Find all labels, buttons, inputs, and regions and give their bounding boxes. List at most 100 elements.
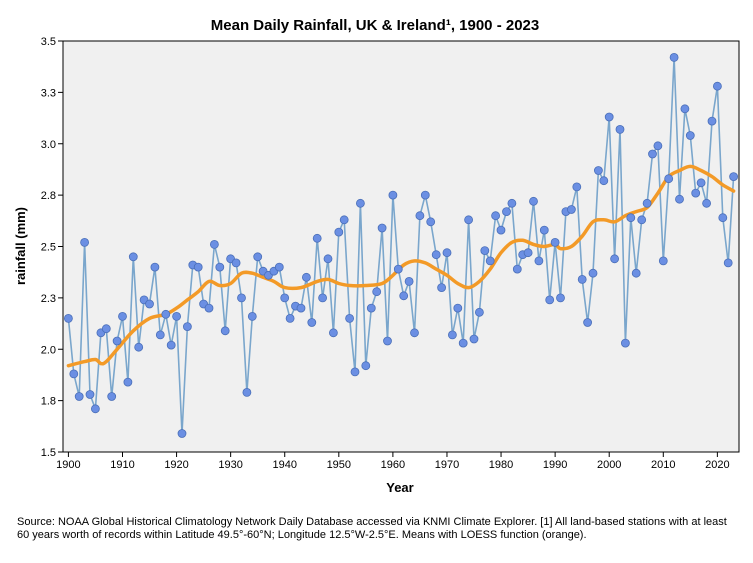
data-point-1903 bbox=[80, 237, 89, 247]
data-point-2019 bbox=[707, 116, 717, 126]
data-point-1989 bbox=[545, 295, 555, 305]
data-point-1931 bbox=[231, 258, 241, 268]
data-point-1962 bbox=[399, 291, 409, 301]
data-point-1946 bbox=[312, 233, 322, 243]
data-point-1905 bbox=[91, 404, 100, 414]
x-tick-label: 1980 bbox=[489, 459, 513, 471]
annual-markers bbox=[64, 53, 738, 438]
data-point-2013 bbox=[675, 194, 684, 204]
data-point-1954 bbox=[355, 198, 365, 208]
data-point-1953 bbox=[350, 367, 360, 377]
data-point-1912 bbox=[128, 252, 138, 262]
data-point-1929 bbox=[220, 326, 230, 336]
data-point-1935 bbox=[253, 252, 263, 262]
data-point-1974 bbox=[464, 215, 474, 225]
y-tick-label: 1.8 bbox=[41, 396, 56, 408]
x-tick-label: 2000 bbox=[597, 459, 621, 471]
data-point-1987 bbox=[534, 256, 544, 266]
data-point-1947 bbox=[318, 293, 328, 303]
data-point-2002 bbox=[615, 124, 625, 134]
data-point-1922 bbox=[182, 322, 192, 332]
data-point-1964 bbox=[410, 328, 419, 338]
data-point-2000 bbox=[604, 112, 614, 122]
data-point-1998 bbox=[594, 166, 603, 175]
data-point-1982 bbox=[507, 198, 517, 208]
data-point-1983 bbox=[512, 264, 522, 274]
data-point-1909 bbox=[112, 336, 122, 346]
data-point-1975 bbox=[469, 334, 479, 344]
data-point-2007 bbox=[642, 198, 652, 208]
data-point-1910 bbox=[118, 311, 127, 321]
data-point-1943 bbox=[296, 303, 306, 313]
data-point-1932 bbox=[237, 293, 246, 303]
data-point-1955 bbox=[361, 361, 371, 371]
data-point-1918 bbox=[161, 309, 171, 319]
x-tick-label: 1990 bbox=[543, 459, 567, 471]
data-point-1904 bbox=[85, 390, 95, 399]
data-point-2010 bbox=[658, 256, 668, 266]
data-point-1901 bbox=[69, 369, 79, 379]
data-point-2011 bbox=[664, 174, 674, 184]
data-point-1967 bbox=[426, 217, 436, 227]
data-point-2018 bbox=[702, 198, 711, 208]
y-tick-label: 3.0 bbox=[41, 139, 56, 151]
data-point-2023 bbox=[729, 172, 738, 182]
data-point-1916 bbox=[150, 262, 160, 272]
data-point-2009 bbox=[653, 141, 663, 151]
y-tick-label: 3.5 bbox=[41, 36, 56, 48]
data-point-1977 bbox=[480, 246, 490, 256]
data-point-2014 bbox=[680, 104, 690, 114]
x-tick-label: 2010 bbox=[651, 459, 675, 471]
data-point-1933 bbox=[242, 387, 252, 397]
data-point-1960 bbox=[388, 190, 398, 200]
data-point-1950 bbox=[334, 227, 344, 237]
y-tick-label: 2.5 bbox=[41, 242, 56, 254]
data-point-1969 bbox=[437, 283, 447, 293]
x-tick-label: 1910 bbox=[110, 459, 134, 471]
data-point-1990 bbox=[550, 237, 560, 247]
data-point-1944 bbox=[301, 272, 311, 282]
data-point-1986 bbox=[529, 196, 538, 206]
data-point-1958 bbox=[377, 223, 387, 233]
plot-area bbox=[62, 40, 740, 453]
data-point-1952 bbox=[345, 313, 355, 323]
loess-curve bbox=[66, 164, 736, 368]
x-tick-label: 1960 bbox=[381, 459, 405, 471]
data-point-1957 bbox=[372, 287, 382, 297]
annual-series-line bbox=[67, 56, 735, 435]
data-point-1978 bbox=[485, 256, 495, 266]
y-axis: 1.5 1.8 2.0 2.3 2.5 2.8 3.0 3.3 3.5 bbox=[41, 36, 63, 459]
data-point-1911 bbox=[123, 377, 133, 387]
data-point-2022 bbox=[723, 258, 733, 268]
rainfall-chart: Mean Daily Rainfall, UK & Ireland¹, 1900… bbox=[13, 17, 740, 495]
data-point-1917 bbox=[155, 330, 165, 340]
data-point-2005 bbox=[631, 268, 641, 278]
x-tick-label: 1940 bbox=[272, 459, 296, 471]
data-point-1970 bbox=[442, 248, 452, 258]
data-point-2016 bbox=[691, 188, 701, 198]
data-point-1951 bbox=[339, 215, 349, 225]
data-point-1959 bbox=[383, 336, 392, 346]
data-point-2012 bbox=[669, 53, 679, 62]
x-tick-label: 1970 bbox=[435, 459, 459, 471]
data-point-1945 bbox=[307, 318, 317, 327]
data-point-1939 bbox=[274, 262, 284, 272]
data-point-1985 bbox=[523, 248, 533, 258]
data-point-2004 bbox=[626, 213, 636, 223]
chart-title: Mean Daily Rainfall, UK & Ireland¹, 1900… bbox=[211, 17, 539, 34]
data-point-2003 bbox=[621, 338, 630, 348]
data-point-1961 bbox=[393, 264, 403, 274]
annual-line bbox=[67, 56, 735, 435]
data-point-1999 bbox=[599, 176, 609, 186]
data-point-1966 bbox=[420, 190, 430, 200]
data-point-1976 bbox=[474, 307, 484, 317]
data-point-1926 bbox=[204, 303, 214, 313]
data-point-1993 bbox=[567, 205, 576, 214]
data-point-1924 bbox=[193, 262, 203, 272]
data-point-1980 bbox=[496, 225, 506, 235]
x-tick-label: 1950 bbox=[327, 459, 351, 471]
y-tick-label: 2.8 bbox=[41, 190, 56, 202]
data-point-1907 bbox=[101, 324, 111, 334]
x-tick-label: 1930 bbox=[218, 459, 242, 471]
x-tick-label: 1900 bbox=[56, 459, 80, 471]
